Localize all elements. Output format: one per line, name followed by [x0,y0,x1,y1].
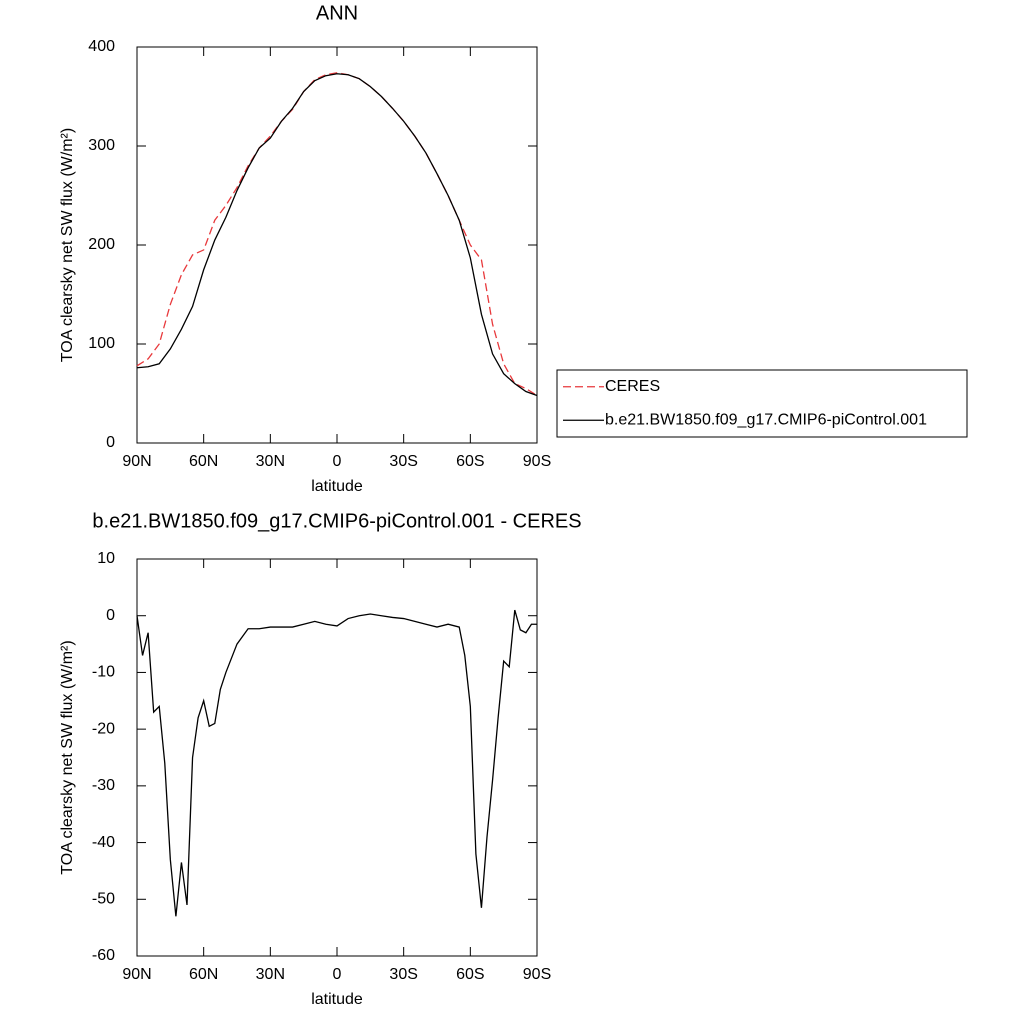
y-tick-label: -20 [92,720,115,737]
x-tick-label: 30N [256,453,285,470]
x-tick-label: 0 [333,966,342,983]
y-axis-label: TOA clearsky net SW flux (W/m²) [59,128,76,362]
y-tick-label: 0 [106,434,115,451]
x-tick-label: 60N [189,453,218,470]
legend-box [556,369,968,438]
x-tick-label: 90S [523,966,551,983]
y-tick-label: 200 [88,236,115,253]
x-tick-label: 90N [122,453,151,470]
chart-title: b.e21.BW1850.f09_g17.CMIP6-piControl.001… [92,510,581,532]
legend-label: b.e21.BW1850.f09_g17.CMIP6-piControl.001 [605,411,927,428]
x-tick-label: 30S [389,453,417,470]
legend-label: CERES [605,378,660,395]
x-axis-label: latitude [311,991,363,1008]
x-tick-label: 90N [122,966,151,983]
y-tick-label: 100 [88,335,115,352]
y-tick-label: -10 [92,664,115,681]
y-tick-label: 300 [88,137,115,154]
y-tick-label: 10 [97,550,115,567]
data-line [136,72,538,397]
x-tick-label: 60S [456,966,484,983]
x-tick-label: 60S [456,453,484,470]
plot-frame [136,558,538,957]
y-tick-label: -60 [92,947,115,964]
data-line [136,73,538,397]
data-line [136,609,537,917]
y-tick-label: -40 [92,834,115,851]
y-axis-label: TOA clearsky net SW flux (W/m²) [59,640,76,874]
x-tick-label: 30S [389,966,417,983]
x-tick-label: 0 [333,453,342,470]
y-tick-label: 0 [106,607,115,624]
plot-frame [136,46,538,444]
y-tick-label: -30 [92,777,115,794]
x-axis-label: latitude [311,478,363,495]
x-tick-label: 90S [523,453,551,470]
y-tick-label: -50 [92,891,115,908]
chart-title: ANN [316,2,358,24]
x-tick-label: 30N [256,966,285,983]
x-tick-label: 60N [189,966,218,983]
y-tick-label: 400 [88,38,115,55]
